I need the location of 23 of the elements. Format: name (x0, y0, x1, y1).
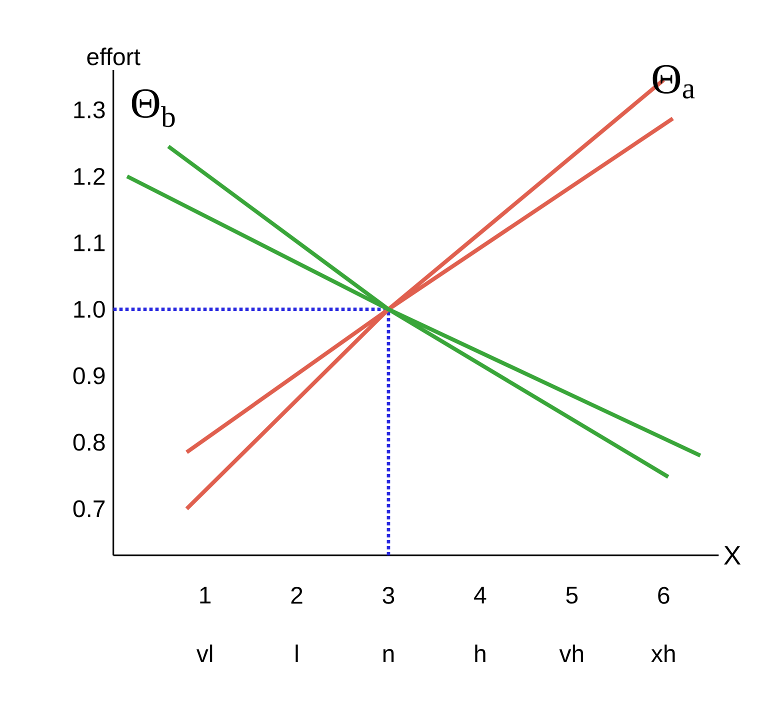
x-tick-label: 1 (200, 586, 211, 604)
x-tick-label: 3 (382, 586, 394, 604)
annotation: Θ$_{a}$ (652, 64, 695, 99)
x-tick-label: 6 (658, 586, 670, 604)
annotation: Θ$_{b}$ (132, 89, 175, 128)
text: h (475, 644, 486, 662)
text: n (383, 649, 394, 662)
y-tick-label: 0.7 (73, 500, 105, 518)
x-tick-label: 5 (566, 586, 578, 604)
text: l (296, 644, 298, 662)
x-tick-label: 2 (291, 586, 302, 604)
x-tick-label: 4 (474, 586, 486, 604)
text: xh (651, 644, 675, 662)
y-tick-label: 1.3 (74, 101, 105, 118)
y-tick-label: 0.9 (73, 367, 105, 384)
x-axis-title: X (724, 546, 741, 564)
text: vl (196, 644, 212, 662)
y-tick-label: 1.0 (74, 300, 105, 318)
y-tick-label: 1.1 (74, 234, 105, 252)
y-tick-label: 0.8 (73, 434, 105, 451)
text: vh (559, 644, 584, 662)
y-tick-label: 1.2 (74, 168, 105, 185)
y-axis-title: effort (87, 48, 140, 66)
